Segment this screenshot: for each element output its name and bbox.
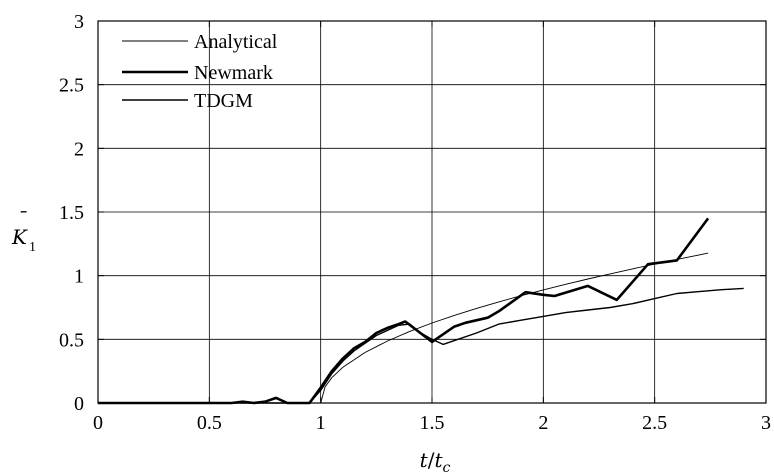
- y-tick-label: 2.5: [59, 75, 84, 97]
- y-tick-label: 3: [74, 11, 84, 33]
- ticks: [97, 20, 767, 404]
- x-tick-label: 1: [316, 412, 326, 434]
- y-axis-label-bar: ¯: [17, 207, 27, 231]
- legend-label-tdgm: TDGM: [194, 90, 253, 112]
- x-tick-label: 2.5: [642, 412, 667, 434]
- y-axis-label-sub: 1: [29, 240, 36, 255]
- y-tick-label: 0.5: [59, 329, 84, 351]
- x-axis-label-sub: c: [443, 460, 451, 475]
- x-tick-label: 3: [761, 412, 771, 434]
- y-tick-label: 0: [74, 393, 84, 415]
- x-tick-label: 1.5: [420, 412, 445, 434]
- x-tick-label: 2: [538, 412, 548, 434]
- legend-label-analytical: Analytical: [194, 31, 278, 53]
- x-axis-label-sep: /: [428, 448, 435, 472]
- x-tick-label: 0: [93, 412, 103, 434]
- x-tick-label: 0.5: [197, 412, 222, 434]
- y-tick-label: 2: [74, 138, 84, 160]
- legend: Analytical Newmark TDGM: [122, 31, 278, 112]
- tick-labels: 0 0.5 1 1.5 2 2.5 3 0 0.5 1 1.5 2 2.5 3: [59, 11, 771, 434]
- x-axis-label-tc: t: [434, 448, 443, 472]
- y-axis-label-k: K: [11, 225, 28, 249]
- y-tick-label: 1.5: [59, 202, 84, 224]
- series-layer: [98, 217, 744, 405]
- series-line-tdgm: [98, 287, 744, 404]
- series-line-newmark: [98, 217, 710, 405]
- x-axis-label: t/tc: [420, 448, 451, 475]
- series-line-analytical: [98, 252, 709, 404]
- y-axis-label: K ¯ 1: [11, 207, 36, 255]
- legend-label-newmark: Newmark: [194, 62, 273, 84]
- y-tick-label: 1: [74, 266, 84, 288]
- x-axis-label-t: t: [420, 448, 429, 472]
